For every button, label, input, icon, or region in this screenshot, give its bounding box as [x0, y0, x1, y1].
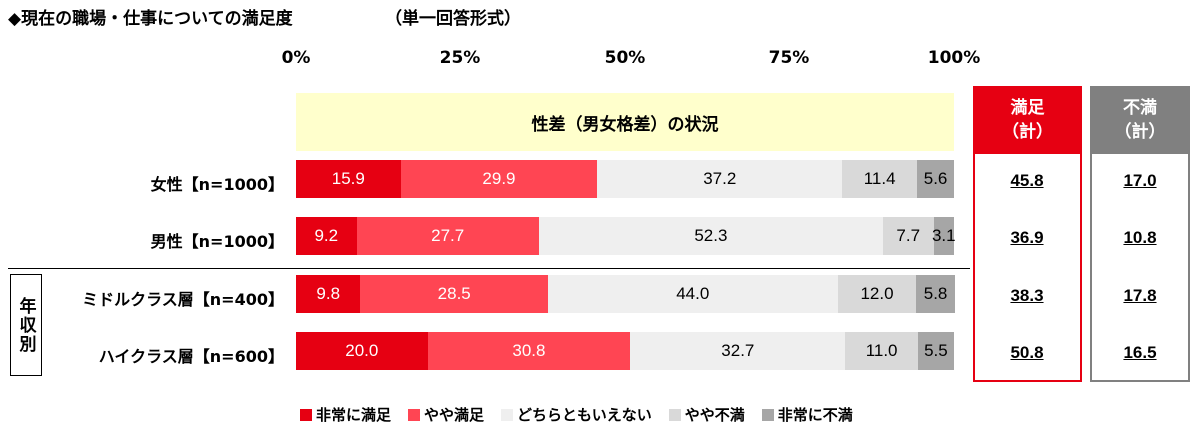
- dissatisfied-total-value: 10.8: [1123, 228, 1157, 247]
- bar-value-label: 20.0: [345, 341, 379, 360]
- bar-value-label: 11.4: [863, 169, 896, 188]
- axis-tick-label: 75%: [768, 48, 810, 68]
- legend: 非常に満足 やや満足 どちらともいえない やや不満 非常に不満: [300, 404, 870, 425]
- group-divider: [8, 268, 970, 269]
- axis-tick-label: 50%: [604, 48, 646, 68]
- axis-tick-label: 25%: [439, 48, 481, 68]
- row-label-male: 男性【n=1000】: [150, 232, 284, 251]
- bar-value-label: 5.6: [923, 169, 948, 188]
- bar-value-label: 9.8: [316, 284, 341, 303]
- legend-label: やや満足: [424, 406, 485, 424]
- legend-swatch: [408, 408, 421, 421]
- bar-value-label: 44.0: [676, 284, 710, 303]
- satisfied-header-line1: 満足: [1010, 98, 1045, 118]
- bar-segment: 3.1: [931, 217, 956, 255]
- bar-value-label: 27.7: [431, 226, 465, 245]
- legend-item: どちらともいえない: [501, 404, 652, 425]
- satisfied-header-line2: （計）: [1002, 122, 1053, 142]
- row-label-middle-class: ミドルクラス層【n=400】: [82, 290, 284, 309]
- satisfied-total-value: 36.9: [1010, 228, 1044, 247]
- bar-value-label: 3.1: [931, 226, 956, 245]
- bar-segment: 11.4: [842, 160, 918, 198]
- bar-segment: 32.7: [630, 332, 846, 370]
- bar-segment: 12.0: [837, 275, 917, 313]
- bar-segment: 44.0: [548, 275, 838, 313]
- legend-swatch: [501, 408, 514, 421]
- bar-segment: 20.0: [296, 332, 428, 370]
- satisfied-total-header: 満足 （計）: [973, 86, 1082, 154]
- dissatisfied-total-value: 17.8: [1123, 286, 1157, 305]
- legend-swatch: [668, 408, 681, 421]
- bar-value-label: 28.5: [437, 284, 471, 303]
- bar-segment: 5.5: [917, 332, 954, 370]
- dissatisfied-total-header: 不満 （計）: [1090, 86, 1190, 154]
- bar-segment: 27.7: [356, 217, 539, 255]
- bar-value-label: 7.7: [896, 226, 921, 245]
- gender-gap-banner: 性差（男女格差）の状況: [296, 93, 954, 151]
- bar-value-label: 15.9: [331, 169, 365, 188]
- bar-segment: 9.2: [296, 217, 357, 255]
- legend-label: やや不満: [684, 406, 745, 424]
- bar-segment: 28.5: [360, 275, 548, 313]
- bar-segment: 29.9: [400, 160, 598, 198]
- bar-value-label: 5.8: [923, 284, 948, 303]
- dissatisfied-header-line2: （計）: [1114, 122, 1166, 142]
- satisfied-total-value: 38.3: [1010, 286, 1044, 305]
- bar-segment: 7.7: [882, 217, 934, 255]
- bar-value-label: 30.8: [512, 341, 546, 360]
- satisfied-total-value: 50.8: [1010, 343, 1044, 362]
- bar-value-label: 5.5: [924, 341, 948, 360]
- bar-segment: 9.8: [296, 275, 361, 313]
- bar-segment: 15.9: [296, 160, 401, 198]
- dissatisfied-header-line1: 不満: [1123, 98, 1157, 118]
- answer-format-note: （単一回答形式）: [385, 9, 521, 29]
- row-label-high-class: ハイクラス層【n=600】: [98, 347, 284, 366]
- row-label-female: 女性【n=1000】: [150, 175, 284, 194]
- bar-segment: 11.0: [845, 332, 918, 370]
- bar-segment: 52.3: [538, 217, 883, 255]
- dissatisfied-total-value: 17.0: [1123, 171, 1157, 190]
- bar-value-label: 12.0: [860, 284, 894, 303]
- bar-value-label: 32.7: [721, 341, 755, 360]
- bar-segment: 30.8: [427, 332, 631, 370]
- axis-tick-label: 0%: [281, 48, 311, 68]
- bar-value-label: 11.0: [865, 341, 898, 360]
- bar-value-label: 37.2: [703, 169, 737, 188]
- bar-value-label: 9.2: [314, 226, 339, 245]
- bar-segment: 5.6: [917, 160, 954, 198]
- legend-label: 非常に満足: [316, 406, 392, 424]
- bar-segment: 5.8: [916, 275, 955, 313]
- dissatisfied-total-value: 16.5: [1123, 343, 1157, 362]
- axis-tick-label: 100%: [927, 48, 981, 68]
- legend-item: やや不満: [668, 404, 745, 425]
- bar-segment: 37.2: [597, 160, 843, 198]
- income-group-label: 年収別: [10, 274, 42, 376]
- legend-item: 非常に満足: [300, 404, 391, 425]
- legend-item: やや満足: [408, 404, 484, 425]
- legend-swatch: [761, 408, 774, 421]
- legend-swatch: [300, 408, 312, 421]
- satisfied-total-value: 45.8: [1010, 171, 1044, 190]
- chart-title: ◆現在の職場・仕事についての満足度: [8, 9, 293, 29]
- legend-label: どちらともいえない: [517, 406, 652, 424]
- bar-value-label: 52.3: [694, 226, 728, 245]
- legend-item: 非常に不満: [761, 404, 853, 425]
- bar-value-label: 29.9: [482, 169, 516, 188]
- legend-label: 非常に不満: [777, 406, 853, 424]
